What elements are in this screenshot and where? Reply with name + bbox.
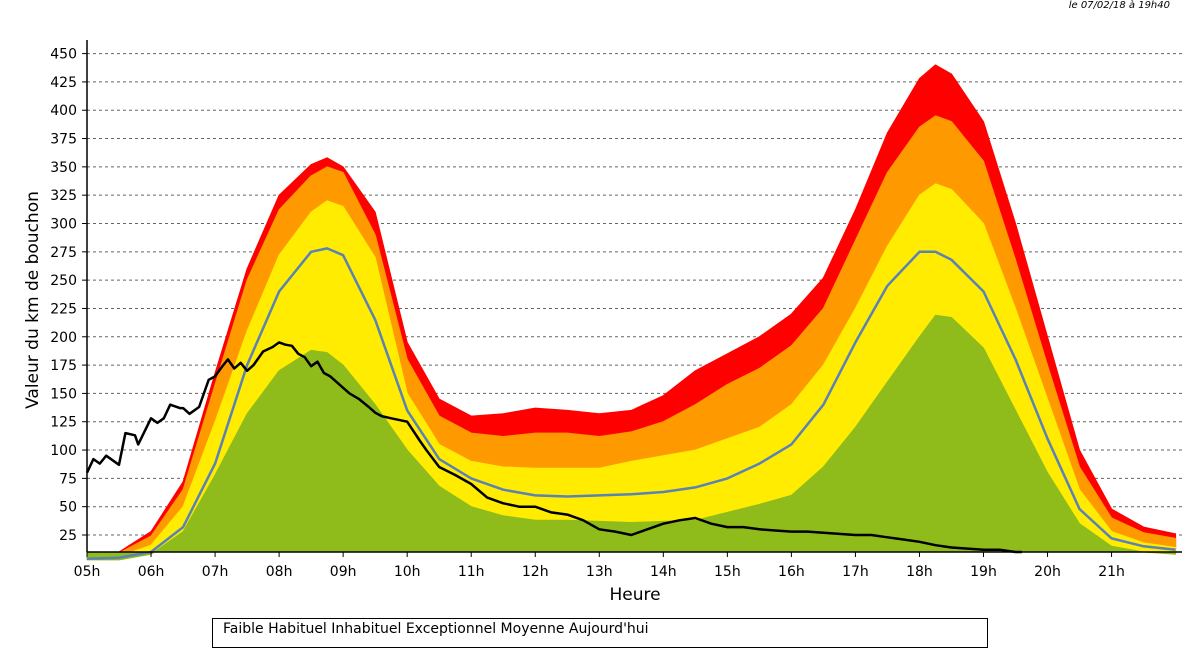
x-tick-label: 14h	[650, 564, 677, 580]
series-line-moyenne	[86, 247, 1176, 561]
y-tick-label: 350	[50, 160, 77, 176]
x-axis-title: Heure	[609, 585, 660, 605]
y-tick-label: 450	[50, 47, 77, 63]
y-tick-label: 300	[50, 217, 77, 233]
axes: 25 50 75 100 125 150 175 200 225 250 275 300 325 350 3…	[50, 40, 1182, 580]
series-lines	[85, 247, 1176, 561]
x-tick-label: 05h	[74, 564, 101, 580]
x-tick-label: 17h	[842, 564, 869, 580]
y-tick-label: 275	[50, 245, 77, 261]
x-tick-label: 10h	[394, 564, 421, 580]
x-tick-label: 19h	[970, 564, 997, 580]
x-tick-label: 13h	[586, 564, 613, 580]
y-tick-label: 325	[50, 188, 77, 204]
y-axis-title: Valeur du km de bouchon	[23, 191, 43, 409]
y-tick-label: 150	[50, 386, 77, 402]
traffic-chart: 25 50 75 100 125 150 175 200 225 250 275 300 325 350 3…	[23, 40, 1182, 605]
y-tick-label: 400	[50, 103, 77, 119]
y-tick-label: 425	[50, 75, 77, 91]
x-tick-label: 16h	[778, 564, 805, 580]
area-bands	[86, 64, 1177, 561]
x-tick-label: 20h	[1034, 564, 1061, 580]
x-tick-label: 07h	[202, 564, 229, 580]
y-tick-label: 50	[59, 500, 77, 516]
x-tick-label: 12h	[522, 564, 549, 580]
x-tick-label: 08h	[266, 564, 293, 580]
legend-text: Faible Habituel Inhabituel Exceptionnel …	[223, 621, 649, 637]
y-tick-label: 100	[50, 443, 77, 459]
x-tick-label: 09h	[330, 564, 357, 580]
y-tick-label: 375	[50, 132, 77, 148]
chart-legend: Faible Habituel Inhabituel Exceptionnel …	[212, 618, 988, 648]
x-tick-label: 21h	[1098, 564, 1125, 580]
series-line-aujourdhui	[85, 341, 1022, 554]
y-tick-label: 25	[59, 528, 77, 544]
x-tick-label: 11h	[458, 564, 485, 580]
y-tick-label: 250	[50, 273, 77, 289]
y-tick-label: 200	[50, 330, 77, 346]
x-tick-label: 06h	[138, 564, 165, 580]
x-tick-label: 18h	[906, 564, 933, 580]
x-tick-label: 15h	[714, 564, 741, 580]
y-tick-label: 125	[50, 415, 77, 431]
y-tick-label: 175	[50, 358, 77, 374]
timestamp: le 07/02/18 à 19h40	[1068, 0, 1170, 11]
y-tick-label: 225	[50, 301, 77, 317]
y-tick-label: 75	[59, 471, 77, 487]
band-faible	[86, 314, 1177, 561]
